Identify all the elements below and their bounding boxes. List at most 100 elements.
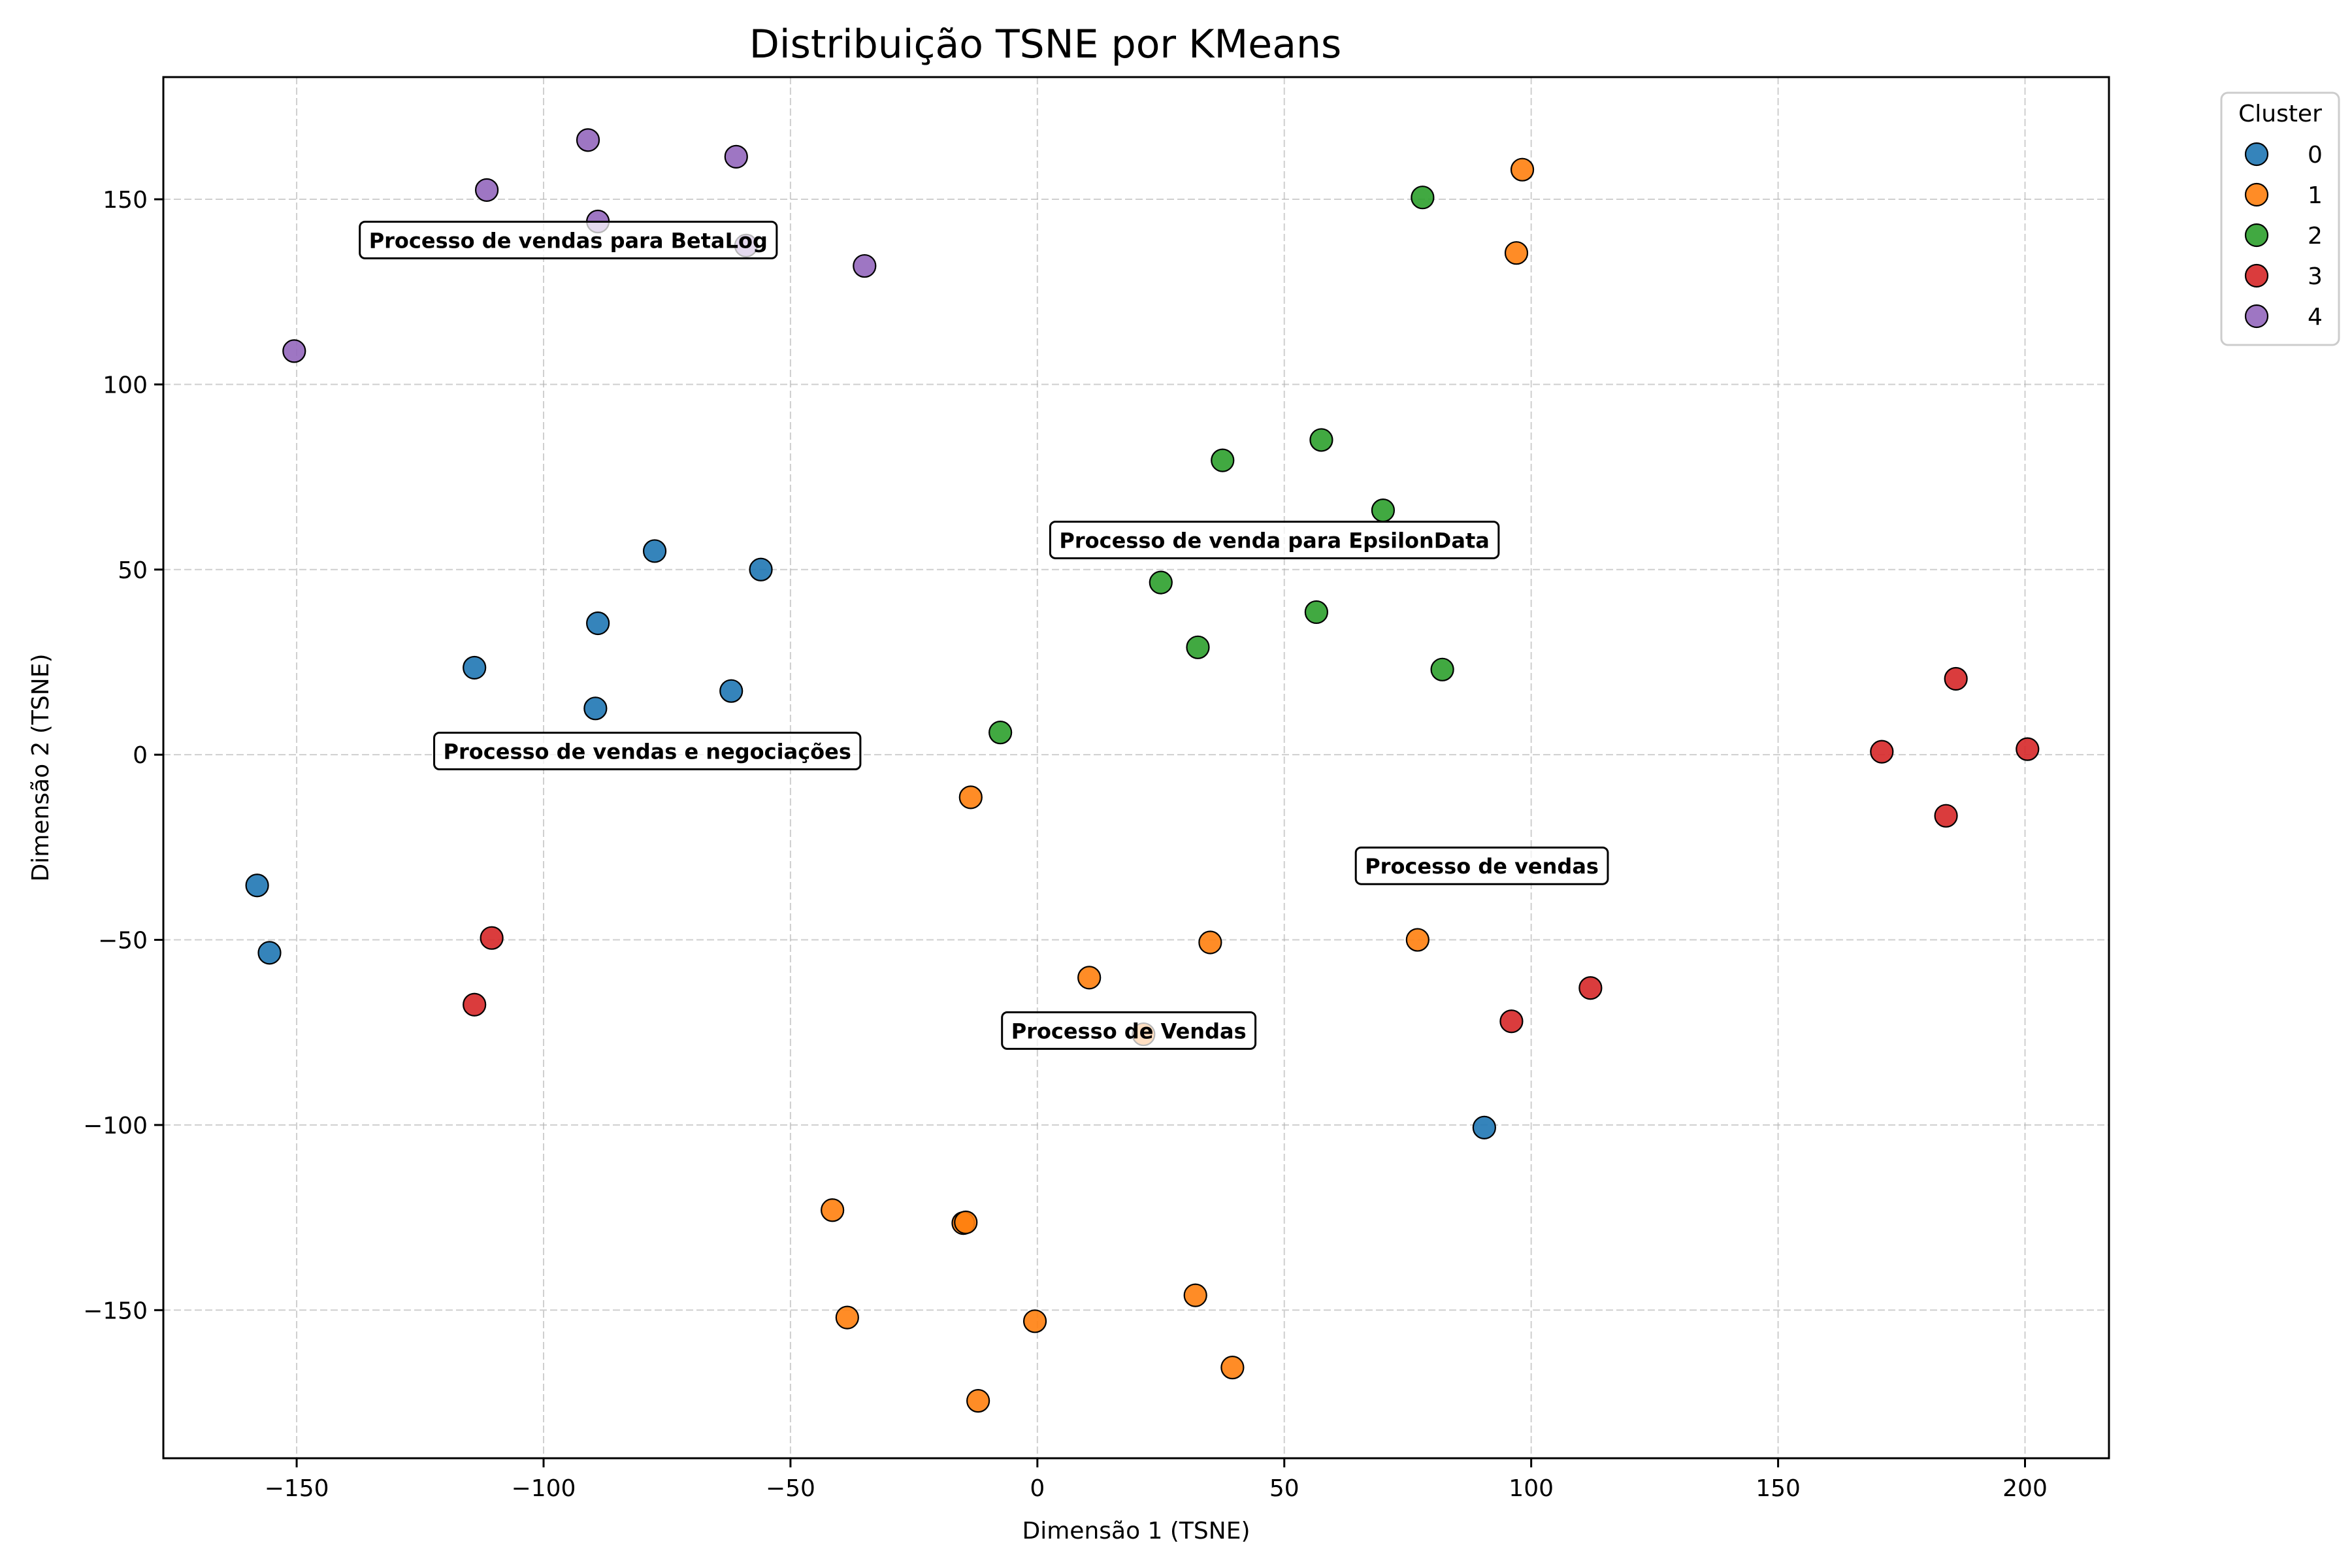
data-point-cluster-2	[1430, 657, 1454, 681]
annotation-box	[359, 220, 778, 259]
legend-item-cluster-4: 4	[2244, 304, 2323, 331]
axis-ticks: −150 −100 −50 0 50 100 150 200 −150 −100 −50 0 50 100…	[83, 187, 2048, 1502]
annotation-box	[1354, 846, 1609, 885]
data-point-cluster-3	[1499, 1009, 1524, 1034]
annotation: Processo de vendas para BetaLog	[359, 220, 778, 259]
data-point-cluster-0	[583, 696, 608, 721]
data-point-cluster-3	[1870, 740, 1894, 764]
annotation-box	[1049, 520, 1500, 559]
legend-items: 0 1 2 3 4	[2244, 142, 2323, 331]
annotation: Processo de venda para EpsilonData	[1049, 520, 1500, 559]
annotation-label: Processo de venda para EpsilonData	[1059, 528, 1489, 553]
data-point-cluster-1	[1022, 1309, 1047, 1333]
x-tick-label: −50	[766, 1475, 815, 1502]
legend: Cluster 0 1 2 3 4	[2220, 91, 2340, 346]
data-point-cluster-0	[245, 874, 269, 898]
x-axis-label: Dimensão 1 (TSNE)	[1022, 1518, 1250, 1544]
annotation-label: Processo de vendas para BetaLog	[369, 228, 768, 253]
annotation: Processo de vendas	[1354, 846, 1609, 885]
data-point-cluster-2	[1211, 448, 1235, 472]
y-tick-label: −50	[98, 928, 148, 955]
legend-marker	[2244, 223, 2269, 248]
data-point-cluster-3	[463, 992, 487, 1017]
data-point-cluster-4	[474, 178, 499, 202]
x-tick-label: 50	[1269, 1475, 1299, 1502]
annotations: Processo de vendas para BetaLog Processo …	[359, 220, 1609, 1050]
data-point-cluster-3	[2016, 737, 2040, 761]
data-point-cluster-1	[821, 1198, 845, 1222]
legend-label: 4	[2308, 304, 2323, 331]
legend-marker	[2244, 142, 2269, 167]
annotation-box	[433, 731, 862, 770]
data-point-cluster-4	[576, 128, 600, 152]
data-point-cluster-1	[1077, 966, 1102, 990]
data-point-cluster-4	[853, 253, 877, 278]
chart-title: Distribuição TSNE por KMeans	[749, 22, 1342, 67]
x-tick-label: 150	[1756, 1475, 1801, 1502]
data-point-cluster-1	[954, 1210, 978, 1235]
y-tick-label: −150	[83, 1298, 148, 1324]
data-point-cluster-0	[257, 941, 282, 965]
data-point-cluster-0	[719, 679, 743, 703]
data-point-cluster-2	[1411, 186, 1435, 210]
legend-label: 0	[2308, 142, 2323, 169]
data-point-cluster-1	[1405, 928, 1429, 952]
data-point-cluster-0	[463, 655, 487, 680]
data-point-cluster-1	[1198, 930, 1222, 955]
annotation-label: Processo de vendas e negociações	[444, 739, 851, 764]
grid	[163, 77, 2109, 1458]
data-point-cluster-1	[1183, 1283, 1207, 1307]
legend-label: 2	[2308, 223, 2323, 250]
y-tick-label: 100	[103, 372, 148, 399]
annotation-label: Processo de Vendas	[1011, 1019, 1247, 1043]
annotation-label: Processo de vendas	[1365, 854, 1599, 879]
legend-marker	[2244, 182, 2269, 207]
data-point-cluster-2	[1309, 428, 1333, 452]
legend-marker	[2244, 263, 2269, 288]
x-tick-label: 200	[2002, 1475, 2048, 1502]
data-point-cluster-1	[958, 785, 983, 809]
y-axis-label: Dimensão 2 (TSNE)	[27, 654, 54, 882]
data-point-cluster-2	[1304, 600, 1328, 625]
data-point-cluster-1	[966, 1389, 990, 1413]
x-tick-label: 0	[1030, 1475, 1045, 1502]
data-point-cluster-3	[1578, 976, 1603, 1000]
data-point-cluster-4	[724, 144, 748, 169]
data-point-cluster-3	[1944, 666, 1968, 691]
legend-item-cluster-0: 0	[2244, 142, 2323, 169]
data-point-cluster-2	[1186, 635, 1210, 659]
x-tick-label: −150	[265, 1475, 329, 1502]
data-point-cluster-2	[988, 721, 1013, 745]
data-point-cluster-2	[1371, 498, 1396, 523]
legend-label: 1	[2308, 182, 2323, 209]
data-point-cluster-0	[749, 557, 773, 581]
data-point-cluster-2	[1149, 570, 1173, 595]
data-point-cluster-1	[835, 1305, 859, 1330]
data-point-cluster-1	[1504, 241, 1529, 265]
annotation: Processo de vendas e negociações	[433, 731, 862, 770]
data-point-cluster-3	[1934, 804, 1958, 828]
data-point-cluster-3	[480, 926, 504, 950]
legend-item-cluster-2: 2	[2244, 223, 2323, 250]
x-tick-label: 100	[1509, 1475, 1554, 1502]
y-tick-label: 150	[103, 187, 148, 214]
data-point-cluster-1	[1220, 1356, 1245, 1380]
annotation-box	[1001, 1011, 1257, 1050]
data-point-cluster-0	[586, 611, 610, 636]
legend-marker	[2244, 304, 2269, 329]
y-tick-label: 50	[118, 557, 148, 584]
legend-title: Cluster	[2238, 101, 2322, 127]
y-tick-label: −100	[83, 1113, 148, 1139]
x-tick-label: −100	[512, 1475, 576, 1502]
annotation: Processo de Vendas	[1001, 1011, 1257, 1050]
data-point-cluster-4	[282, 339, 306, 363]
legend-item-cluster-3: 3	[2244, 263, 2323, 290]
data-point-cluster-0	[1472, 1115, 1496, 1139]
legend-label: 3	[2308, 263, 2323, 290]
plot-frame	[162, 76, 2110, 1460]
y-tick-label: 0	[133, 742, 148, 769]
data-point-cluster-1	[1510, 157, 1535, 182]
legend-item-cluster-1: 1	[2244, 182, 2323, 209]
data-point-cluster-0	[642, 539, 667, 563]
